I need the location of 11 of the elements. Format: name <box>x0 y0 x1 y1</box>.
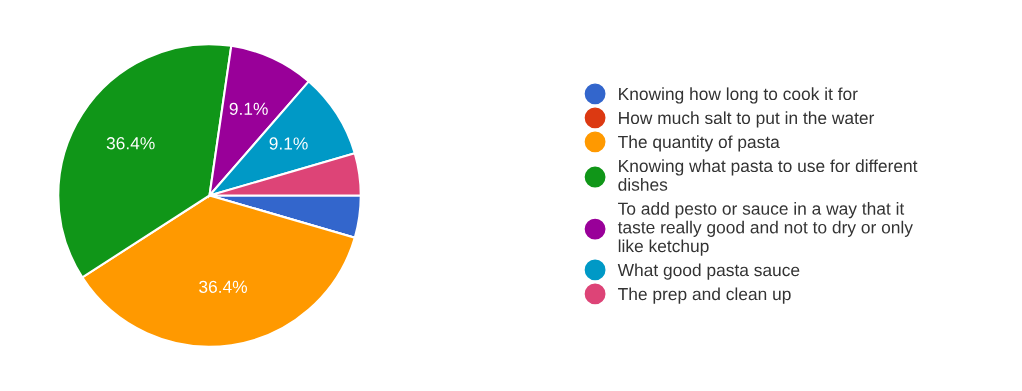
legend-label: What good pasta sauce <box>617 263 800 280</box>
legend-label: How much salt to put in the water <box>619 111 875 128</box>
legend-label: Knowing how long to cook it for <box>619 87 858 104</box>
data-label: 9.1% <box>229 102 268 115</box>
data-label: 9.1% <box>269 137 308 150</box>
data-label: 36.4% <box>199 280 248 293</box>
legend-label: The prep and clean up <box>618 287 791 304</box>
legend-label: The quantity of pasta <box>618 135 780 152</box>
legend-label: To add pesto or sauce in a way that it taste really good and not to dry or only like ketchup <box>617 202 913 256</box>
legend-label: Knowing what pasta to use for different dishes <box>618 159 918 191</box>
data-label: 36.4% <box>106 137 155 150</box>
